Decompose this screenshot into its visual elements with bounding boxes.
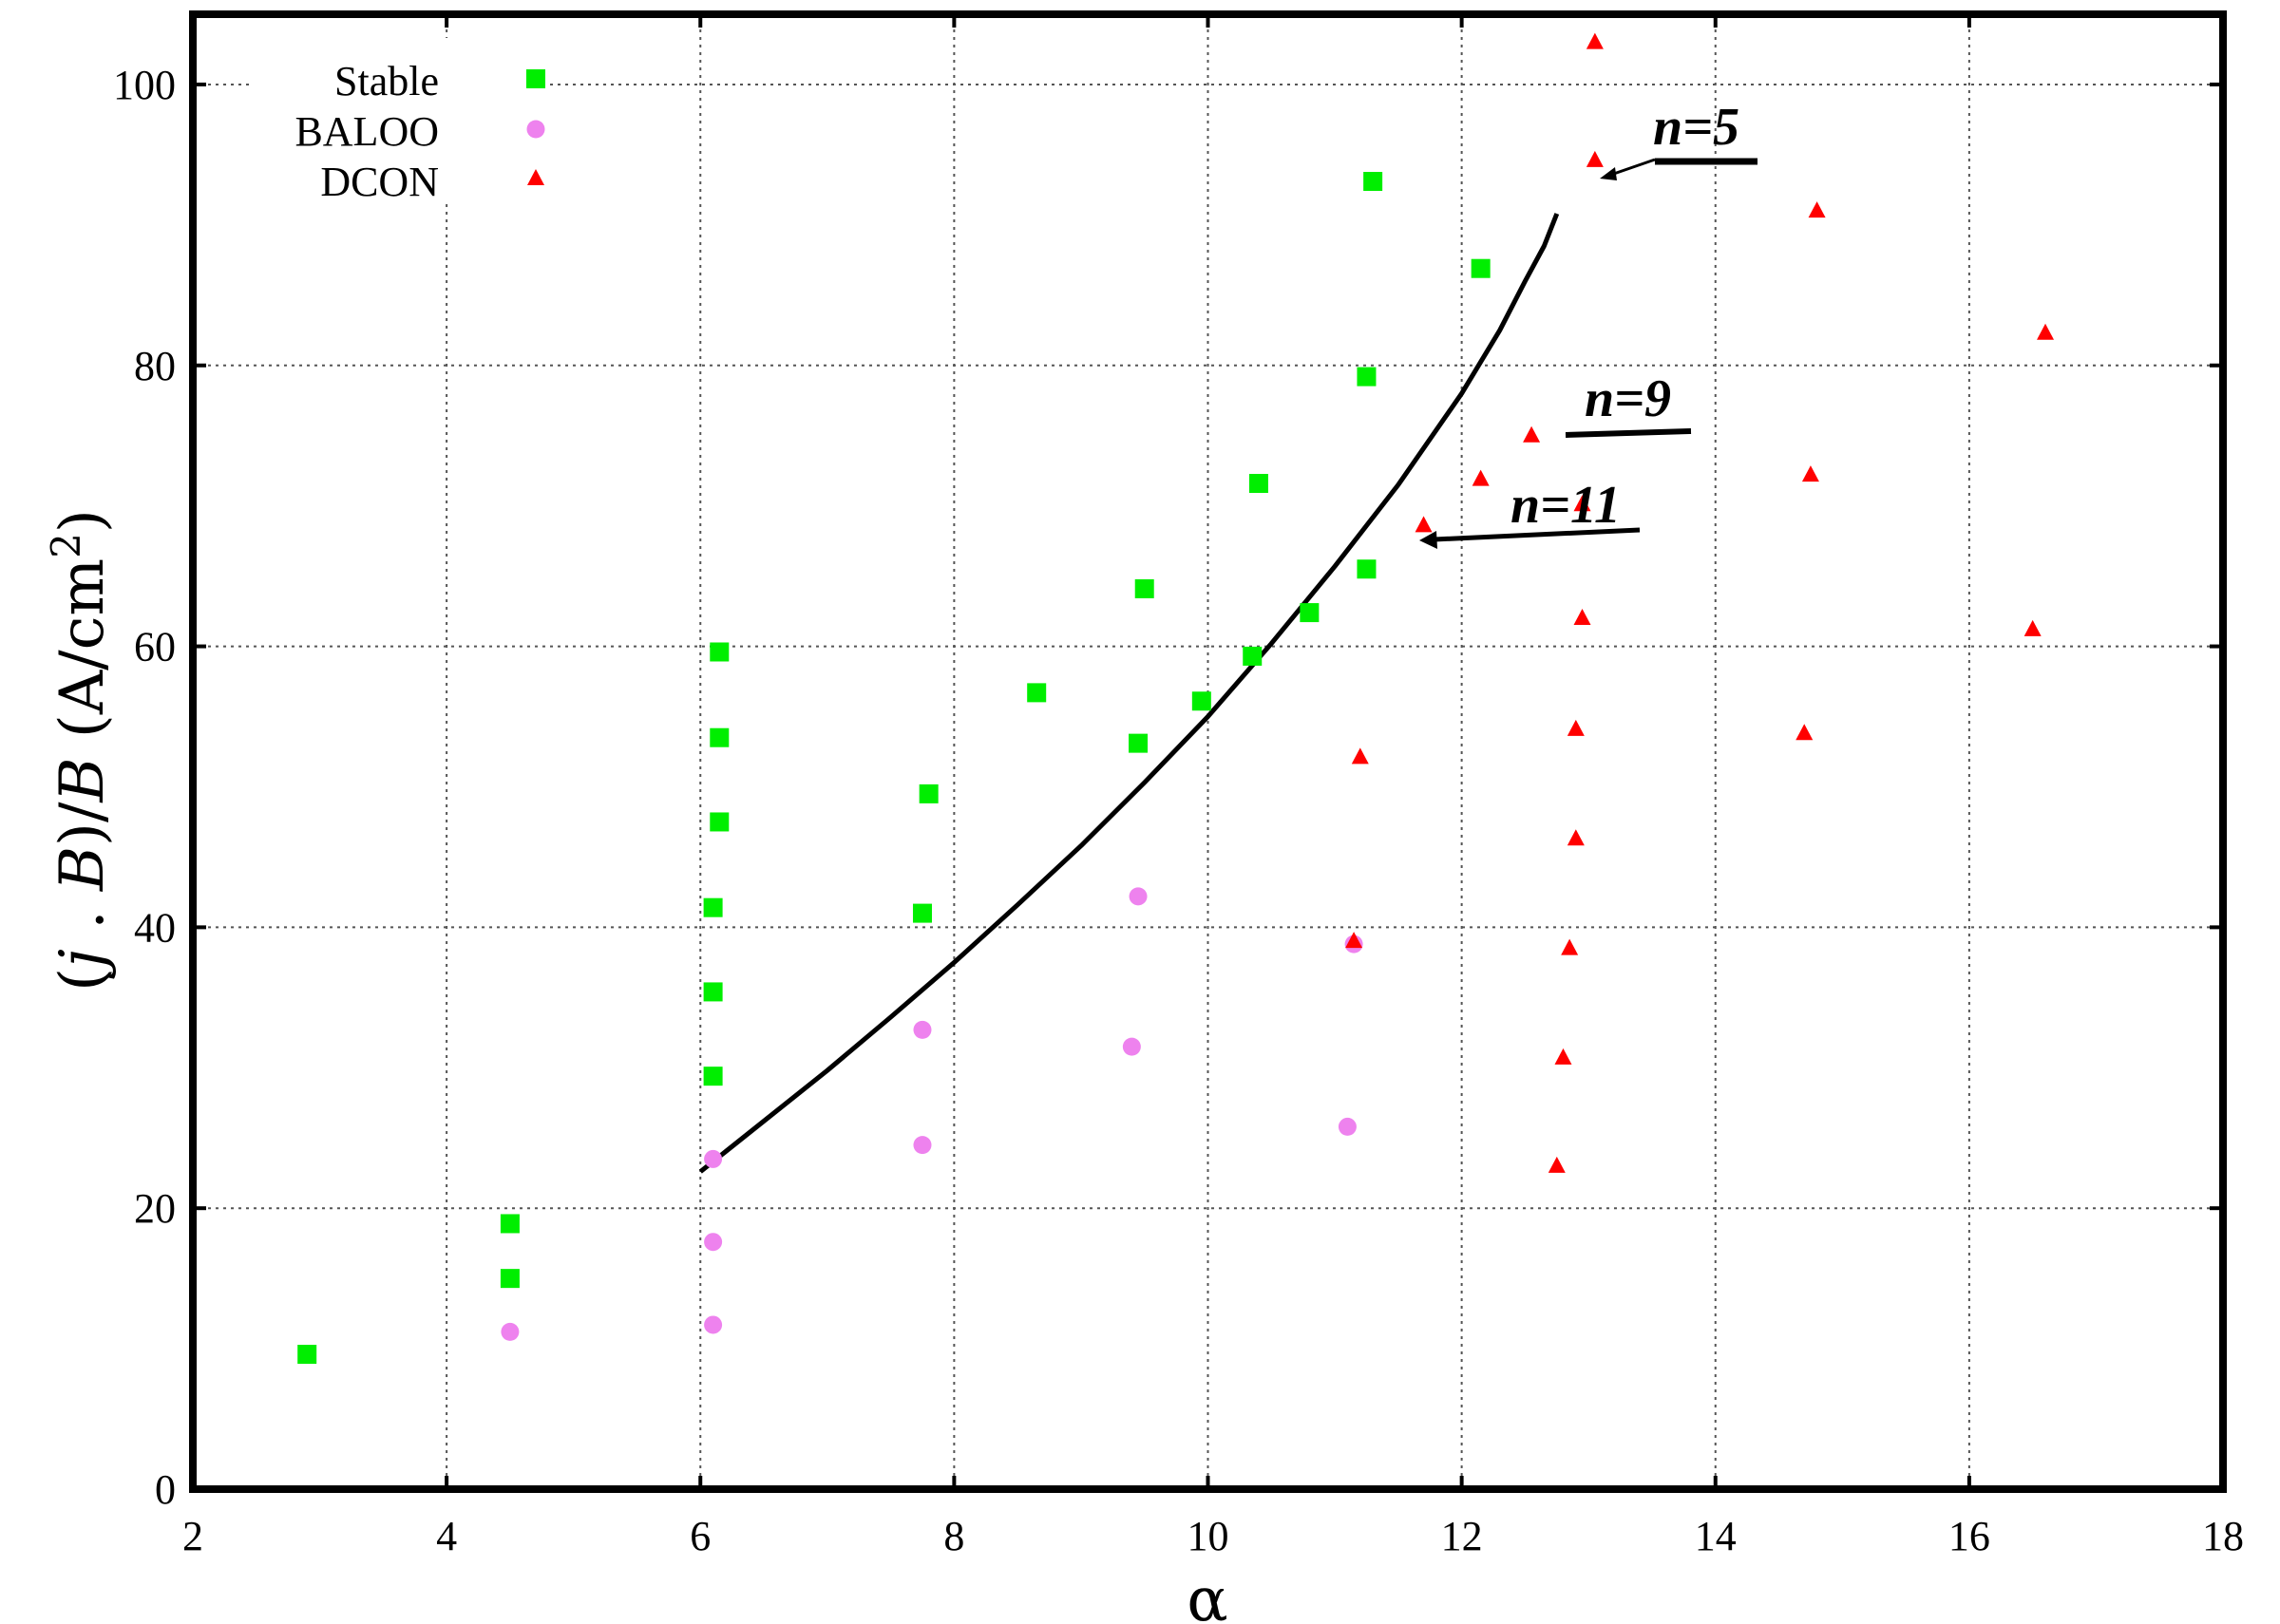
point-dcon	[1808, 201, 1826, 218]
point-stable	[1300, 603, 1320, 623]
y-tick-label: 40	[134, 904, 176, 951]
point-stable	[500, 1214, 520, 1234]
legend-marker-dcon	[527, 169, 544, 185]
legend-label-stable: Stable	[334, 58, 439, 104]
point-baloo	[1129, 887, 1148, 906]
point-dcon	[1561, 938, 1579, 955]
legend-label-dcon: DCON	[320, 159, 439, 205]
point-stable	[1191, 691, 1211, 711]
y-axis-label: (j . B)/B (A/cm2)	[43, 509, 119, 991]
annotation-n9-underline	[1565, 428, 1692, 438]
point-dcon	[2037, 323, 2055, 340]
point-stable	[703, 897, 723, 917]
point-dcon	[1523, 425, 1541, 443]
point-dcon	[1548, 1156, 1566, 1173]
point-stable	[1357, 367, 1377, 387]
x-tick-label: 16	[1948, 1513, 1990, 1559]
grid-lines	[193, 14, 2223, 1489]
point-dcon	[1573, 495, 1591, 512]
y-tick-label: 20	[134, 1185, 176, 1232]
legend-label-baloo: BALOO	[294, 108, 439, 155]
tick-layer: 2 4 6 8 10 12 14 16 18 0 20 40 60 80 100	[113, 14, 2244, 1559]
stability-boundary-curve	[698, 213, 1560, 1174]
point-dcon	[2024, 619, 2042, 636]
x-tick-label: 14	[1695, 1513, 1737, 1559]
point-dcon	[1345, 932, 1363, 949]
point-stable	[297, 1345, 317, 1365]
point-stable	[1243, 646, 1263, 666]
point-dcon	[1586, 32, 1604, 49]
point-baloo	[913, 1020, 932, 1039]
point-stable	[703, 982, 723, 1002]
y-tick-label: 100	[113, 62, 176, 108]
point-stable	[1363, 172, 1383, 192]
x-tick-label: 6	[690, 1513, 711, 1559]
y-tick-label: 0	[155, 1466, 176, 1513]
point-stable	[703, 1067, 723, 1086]
point-baloo	[1122, 1037, 1141, 1056]
annotation-n5-arrowhead	[1600, 167, 1617, 180]
point-stable	[710, 642, 730, 662]
point-baloo	[1338, 1117, 1357, 1136]
point-baloo	[501, 1322, 520, 1341]
point-dcon	[1351, 747, 1369, 765]
data-points-layer	[297, 32, 2055, 1365]
x-axis-label: α	[1187, 1565, 1227, 1624]
annotations: n=5 n=9 n=11	[1419, 98, 1758, 549]
point-dcon	[1415, 516, 1433, 533]
point-stable	[710, 812, 730, 832]
x-tick-label: 8	[943, 1513, 964, 1559]
annotation-n9: n=9	[1585, 369, 1671, 428]
stability-curve-layer	[698, 213, 1560, 1174]
point-stable	[1027, 683, 1047, 703]
x-tick-label: 18	[2202, 1513, 2244, 1559]
point-stable	[1248, 474, 1268, 494]
legend-marker-baloo	[526, 120, 545, 139]
annotation-n11-arrowhead	[1419, 531, 1437, 549]
point-dcon	[1472, 469, 1490, 486]
point-baloo	[913, 1136, 932, 1155]
point-stable	[1357, 559, 1377, 579]
point-dcon	[1586, 150, 1604, 167]
point-dcon	[1796, 724, 1814, 741]
point-stable	[912, 903, 932, 923]
point-stable	[919, 784, 939, 803]
point-stable	[710, 727, 730, 747]
point-dcon	[1801, 465, 1819, 482]
point-stable	[1471, 258, 1491, 278]
legend-background	[249, 38, 524, 204]
point-baloo	[704, 1233, 723, 1252]
annotation-n11: n=11	[1510, 476, 1621, 535]
point-baloo	[704, 1149, 723, 1168]
y-tick-label: 80	[134, 343, 176, 389]
annotation-n5: n=5	[1653, 98, 1739, 157]
point-dcon	[1567, 719, 1585, 736]
point-baloo	[704, 1315, 723, 1334]
x-tick-label: 4	[436, 1513, 457, 1559]
x-tick-label: 10	[1188, 1513, 1229, 1559]
x-tick-label: 2	[182, 1513, 203, 1559]
x-tick-label: 12	[1441, 1513, 1483, 1559]
point-dcon	[1573, 608, 1591, 625]
legend-marker-stable	[526, 69, 545, 88]
legend: Stable BALOO DCON	[249, 38, 545, 205]
point-dcon	[1554, 1048, 1572, 1065]
point-stable	[500, 1269, 520, 1289]
point-stable	[1134, 578, 1154, 598]
point-stable	[1129, 733, 1149, 753]
annotation-n11-arrow	[1434, 527, 1641, 542]
y-tick-label: 60	[134, 624, 176, 670]
point-dcon	[1567, 829, 1585, 846]
legend-markers	[526, 69, 545, 185]
